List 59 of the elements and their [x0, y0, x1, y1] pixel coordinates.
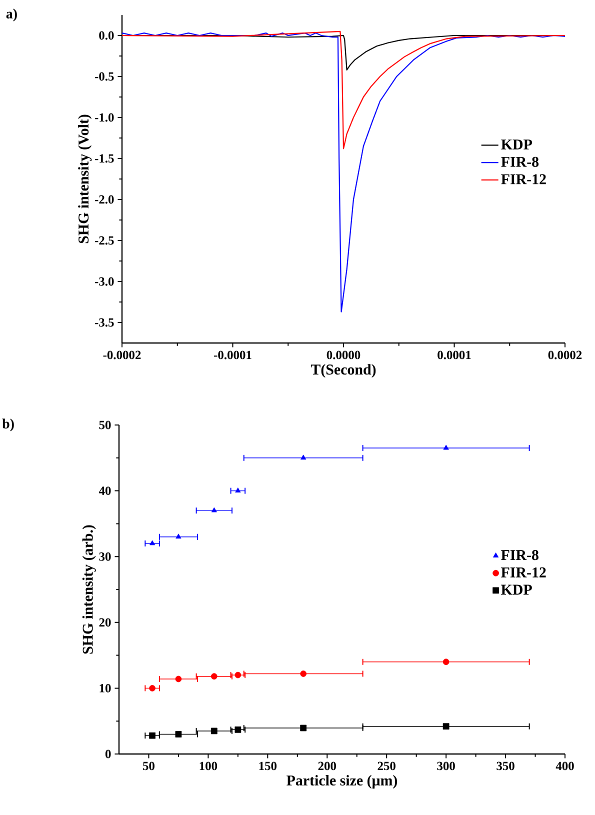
y-tick-label: 50: [99, 420, 111, 430]
y-tick-label: 10: [100, 684, 111, 692]
x-tick-label: 0.0002: [548, 350, 582, 360]
point: [300, 724, 307, 732]
point: [175, 676, 182, 682]
y-tick-label: -3.0: [94, 277, 114, 286]
y-tick-label: -1.5: [94, 154, 114, 163]
x-tick-label: 300: [437, 762, 455, 770]
y-tick-label: 40: [98, 486, 111, 496]
point: [149, 685, 156, 692]
y-tick-label: -2.0: [94, 195, 114, 204]
point: [210, 728, 218, 734]
x-tick-label: 150: [259, 762, 277, 770]
legend-label: FIR-12: [501, 567, 546, 578]
point: [300, 670, 307, 677]
legend-label: FIR-8: [501, 156, 539, 167]
text: a): [6, 8, 17, 22]
x-tick-label: -0.0002: [103, 350, 141, 360]
legend-label: KDP: [501, 140, 532, 150]
x-axis-title: Particle size (μm): [286, 775, 398, 789]
line-series: [121, 32, 566, 312]
y-axis-title: SHG intensity (Volt): [78, 114, 92, 244]
y-tick-label: 20: [99, 618, 111, 627]
y-tick-label: -2.5: [94, 236, 114, 245]
y-tick-label: -0.5: [94, 72, 114, 81]
y-tick-label: -3.5: [94, 318, 114, 327]
point: [150, 540, 156, 546]
y-tick-label: 0: [105, 750, 111, 758]
x-tick-label: 400: [556, 762, 574, 770]
x-tick-label: 50: [143, 762, 154, 770]
line-series: [121, 30, 566, 150]
point: [442, 723, 450, 730]
point: [442, 658, 450, 666]
x-axis-title: T(Second): [310, 364, 376, 378]
y-tick-label: 30: [99, 552, 111, 561]
point: [210, 673, 218, 680]
x-tick-label: 350: [496, 762, 514, 770]
x-tick-label: 250: [378, 762, 396, 770]
y-axis-title: SHG intensity (arb.): [82, 525, 96, 654]
point: [300, 454, 306, 460]
y-tick-label: 0.0: [99, 31, 114, 40]
point: [443, 444, 449, 450]
x-tick-label: 0.0001: [438, 350, 471, 360]
point: [175, 731, 182, 738]
legend-label: KDP: [501, 584, 532, 595]
y-tick-label: -1.0: [94, 113, 114, 122]
x-tick-label: 100: [200, 762, 218, 770]
x-tick-label: 200: [318, 762, 336, 770]
legend-label: FIR-12: [501, 174, 546, 184]
point: [211, 507, 217, 512]
x-tick-label: 0.0000: [326, 350, 360, 360]
point: [149, 732, 156, 739]
point: [234, 672, 242, 678]
text: b): [2, 418, 14, 432]
point: [234, 726, 242, 733]
legend-label: FIR-8: [501, 550, 538, 560]
x-tick-label: -0.0001: [214, 350, 252, 360]
point: [176, 534, 182, 539]
point: [235, 488, 241, 492]
